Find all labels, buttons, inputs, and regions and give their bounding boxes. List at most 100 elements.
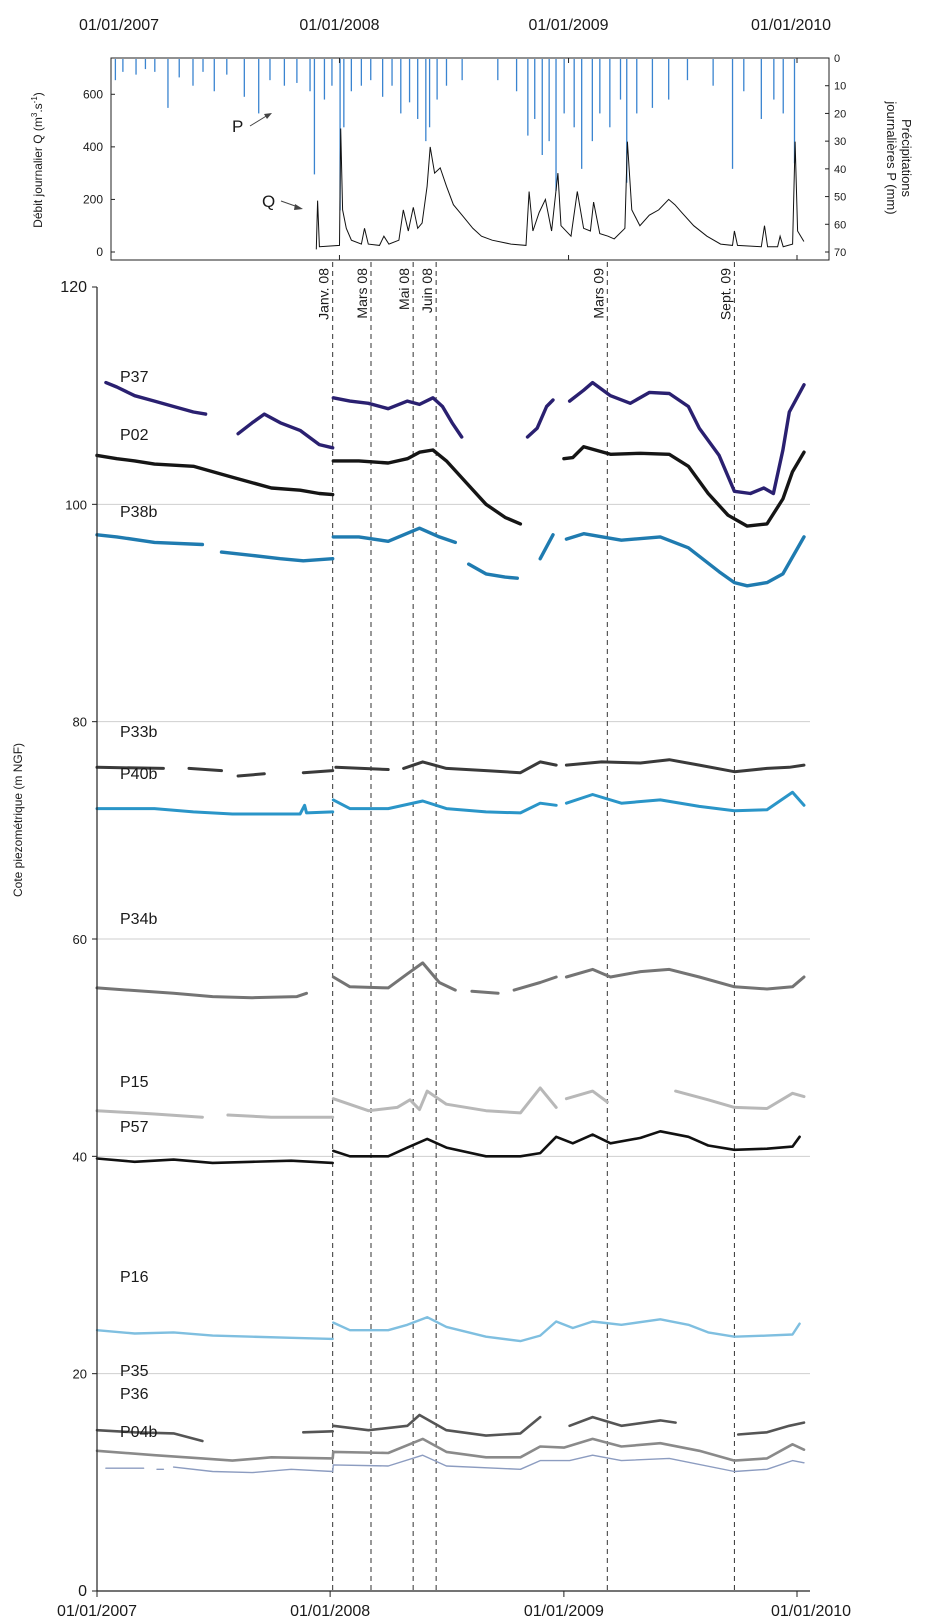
series-line-p33b [564, 758, 806, 774]
series-line-p38b [219, 550, 335, 563]
series-line-p38b [538, 533, 555, 561]
p-tick-label: 10 [834, 81, 846, 93]
series-line-p37 [567, 380, 806, 496]
top-panel: 01/01/2007 01/01/2008 01/01/2009 01/01/2… [30, 17, 914, 261]
p-tick-label: 70 [834, 247, 846, 259]
p-annotation-arrow [249, 114, 269, 127]
series-label-p16: P16 [120, 1269, 149, 1286]
event-lines [332, 262, 735, 1591]
series-line-p34b [470, 989, 500, 995]
event-label: Mars 08 [354, 268, 370, 319]
q-annotation: Q [262, 192, 275, 211]
series-line-p40b [95, 803, 335, 816]
series-line-p38b [467, 562, 519, 580]
q-axis-label-sup2: -1 [30, 96, 39, 104]
q-tick-label: 0 [96, 245, 103, 259]
series-line-p35 [95, 1428, 204, 1443]
bottom-date-label: 01/01/2008 [290, 1603, 370, 1620]
series-line-p16 [95, 1329, 334, 1341]
series-line-p33b [301, 769, 335, 775]
series-line-p33b [95, 765, 165, 770]
series-line-p15 [95, 1109, 204, 1119]
event-label: Mars 09 [590, 268, 606, 319]
series-line-p16 [332, 1316, 801, 1343]
p-axis-label-1: Précipitations [899, 119, 914, 198]
cote-tick-label: 60 [73, 932, 87, 947]
p-tick-label: 20 [834, 108, 846, 120]
p-tick-label: 50 [834, 192, 846, 204]
cote-tick-label: 80 [73, 715, 87, 730]
series-line-p57 [332, 1130, 801, 1158]
event-label: Sept. 09 [717, 268, 733, 320]
cote-tick-label: 0 [78, 1583, 87, 1600]
series-line-p34b [564, 967, 806, 991]
series-line-p57 [95, 1157, 334, 1165]
cote-axis-label: Cote piezométrique (m NGF) [11, 743, 25, 897]
piezometer-series [95, 380, 806, 1474]
q-tick-label: 400 [83, 140, 103, 154]
series-label-p33b: P33b [120, 724, 157, 741]
bottom-date-label: 01/01/2009 [524, 1603, 604, 1620]
p-axis-label-2: journalières P (mm) [884, 100, 899, 214]
cote-tick-label: 100 [65, 497, 87, 512]
series-line-p38b [564, 532, 806, 588]
p-tick-label: 30 [834, 136, 846, 148]
series-line-p02 [331, 448, 523, 526]
series-line-p37 [331, 396, 464, 439]
p-tick-label: 60 [834, 219, 846, 231]
series-line-p33b [334, 765, 390, 771]
series-line-p38b [331, 526, 457, 545]
series-line-p35 [302, 1430, 334, 1434]
series-line-p02 [562, 445, 806, 528]
series-label-p37: P37 [120, 369, 149, 386]
series-line-p36 [95, 1437, 806, 1462]
series-line-p02 [95, 453, 335, 497]
q-axis-label-mid: .s [31, 103, 45, 112]
cote-tick-label: 120 [60, 279, 87, 296]
series-line-p15 [674, 1089, 806, 1110]
series-line-p40b [564, 790, 806, 813]
series-line-p15 [226, 1113, 335, 1119]
q-axis-label-main: Débit journalier Q (m [31, 117, 45, 228]
p-tick-label: 0 [834, 53, 840, 65]
cote-tick-label: 20 [73, 1367, 87, 1382]
series-line-p34b [512, 975, 558, 992]
series-label-p15: P15 [120, 1074, 149, 1091]
q-tick-label: 600 [83, 87, 103, 101]
series-label-p35: P35 [120, 1363, 149, 1380]
series-line-p15 [331, 1086, 558, 1115]
series-label-p34b: P34b [120, 911, 157, 928]
top-plot-frame [110, 57, 830, 261]
precipitation-bars [114, 59, 796, 211]
bottom-panel: 0 20 40 60 80 100 120 01/01/2007 01/01/2… [11, 262, 851, 1620]
q-axis-label-end: ) [31, 92, 45, 96]
gridlines [97, 503, 810, 1375]
series-line-p38b [95, 533, 205, 547]
cote-tick-label: 40 [73, 1149, 87, 1164]
series-line-p35 [332, 1413, 542, 1437]
series-line-p04b [172, 1454, 805, 1474]
q-axis-label: Débit journalier Q (m3.s-1) [30, 92, 45, 228]
series-line-p37 [104, 380, 208, 416]
series-line-p40b [331, 798, 558, 815]
series-label-p02: P02 [120, 427, 149, 444]
q-tick-label: 200 [83, 192, 103, 206]
series-line-p33b [402, 760, 558, 775]
bottom-date-label: 01/01/2010 [771, 1603, 851, 1620]
series-label-p57: P57 [120, 1119, 149, 1136]
top-date-label: 01/01/2007 [79, 17, 159, 34]
series-line-p35 [568, 1415, 677, 1428]
series-label-p04b: P04b [120, 1424, 157, 1441]
event-label: Mai 08 [396, 268, 412, 310]
series-label-p38b: P38b [120, 504, 157, 521]
series-line-p37 [525, 398, 555, 439]
q-annotation-arrowhead [294, 204, 303, 210]
discharge-line [315, 128, 805, 250]
series-label-p40b: P40b [120, 766, 157, 783]
top-date-label: 01/01/2008 [299, 17, 379, 34]
p-annotation-arrowhead [264, 113, 272, 119]
top-date-label: 01/01/2009 [529, 17, 609, 34]
series-line-p35 [736, 1421, 806, 1436]
top-date-label: 01/01/2010 [751, 17, 831, 34]
